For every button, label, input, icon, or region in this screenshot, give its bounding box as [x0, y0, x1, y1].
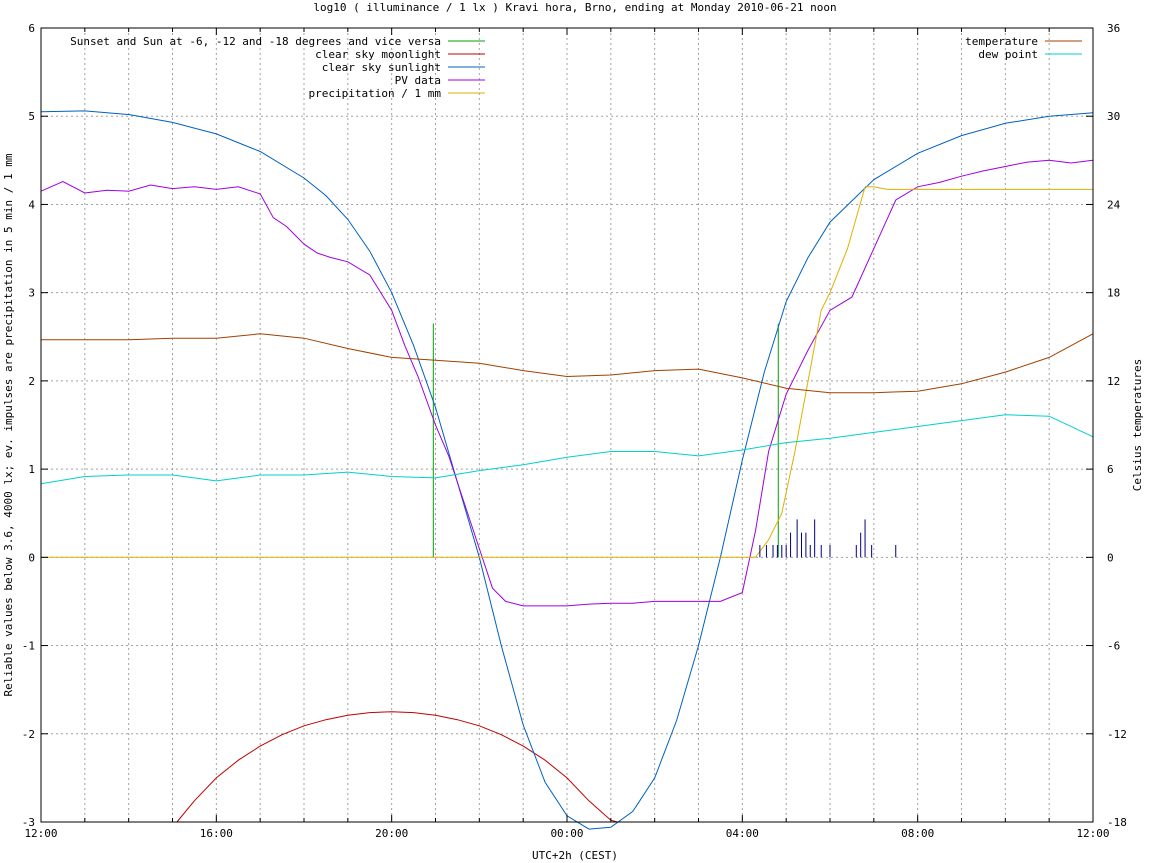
legend-label: clear sky moonlight: [315, 48, 441, 61]
series-temperature: [41, 333, 1094, 394]
series-dew-point: [40, 414, 1094, 485]
y-tick-label: 0: [28, 551, 35, 564]
plot-area: [40, 110, 1094, 830]
legend-label: temperature: [965, 35, 1038, 48]
y2-tick-label: 18: [1107, 287, 1120, 300]
y-tick-label: 3: [28, 287, 35, 300]
legend-label: Sunset and Sun at -6, -12 and -18 degree…: [70, 35, 441, 48]
legend-label: dew point: [978, 48, 1038, 61]
y-tick-label: 2: [28, 375, 35, 388]
y-axis-label: Reliable values below 3.6, 4000 lx; ev. …: [2, 153, 15, 696]
chart-title: log10 ( illuminance / 1 lx ) Kravi hora,…: [313, 1, 836, 14]
series-clear-sky-moonlight: [176, 711, 618, 823]
y-tick-label: 1: [28, 463, 35, 476]
series-pv-data: [40, 159, 1094, 607]
x-tick-label: 12:00: [1076, 827, 1109, 840]
legend: Sunset and Sun at -6, -12 and -18 degree…: [70, 35, 1082, 100]
y2-tick-label: 36: [1107, 22, 1120, 35]
y2-tick-label: 0: [1107, 551, 1114, 564]
x-tick-label: 04:00: [726, 827, 759, 840]
legend-label: precipitation / 1 mm: [309, 87, 442, 100]
y-tick-label: 5: [28, 110, 35, 123]
x-tick-label: 00:00: [550, 827, 583, 840]
axis-ticks: 12:00 16:00 20:00 00:00 04:00 08:00 12:00-3-2-…: [22, 22, 1127, 840]
y2-axis-label: Celsius temperatures: [1131, 359, 1144, 491]
series-precipitation-1-mm: [41, 186, 1093, 558]
legend-label: clear sky sunlight: [322, 61, 441, 74]
x-tick-label: 20:00: [375, 827, 408, 840]
y2-tick-label: 30: [1107, 110, 1120, 123]
x-tick-label: 08:00: [901, 827, 934, 840]
y-tick-label: -2: [22, 728, 35, 741]
y2-tick-label: -12: [1107, 728, 1127, 741]
y2-tick-label: 12: [1107, 375, 1120, 388]
grid-lines: [41, 28, 1093, 822]
legend-label: PV data: [395, 74, 441, 87]
x-axis-label: UTC+2h (CEST): [532, 849, 618, 862]
y-tick-label: 6: [28, 22, 35, 35]
y-tick-label: 4: [28, 198, 35, 211]
y-tick-label: -3: [22, 816, 35, 829]
y2-tick-label: -18: [1107, 816, 1127, 829]
y2-tick-label: 24: [1107, 198, 1121, 211]
y2-tick-label: 6: [1107, 463, 1114, 476]
y2-tick-label: -6: [1107, 640, 1120, 653]
x-tick-label: 16:00: [200, 827, 233, 840]
x-tick-label: 12:00: [24, 827, 57, 840]
y-tick-label: -1: [22, 640, 35, 653]
